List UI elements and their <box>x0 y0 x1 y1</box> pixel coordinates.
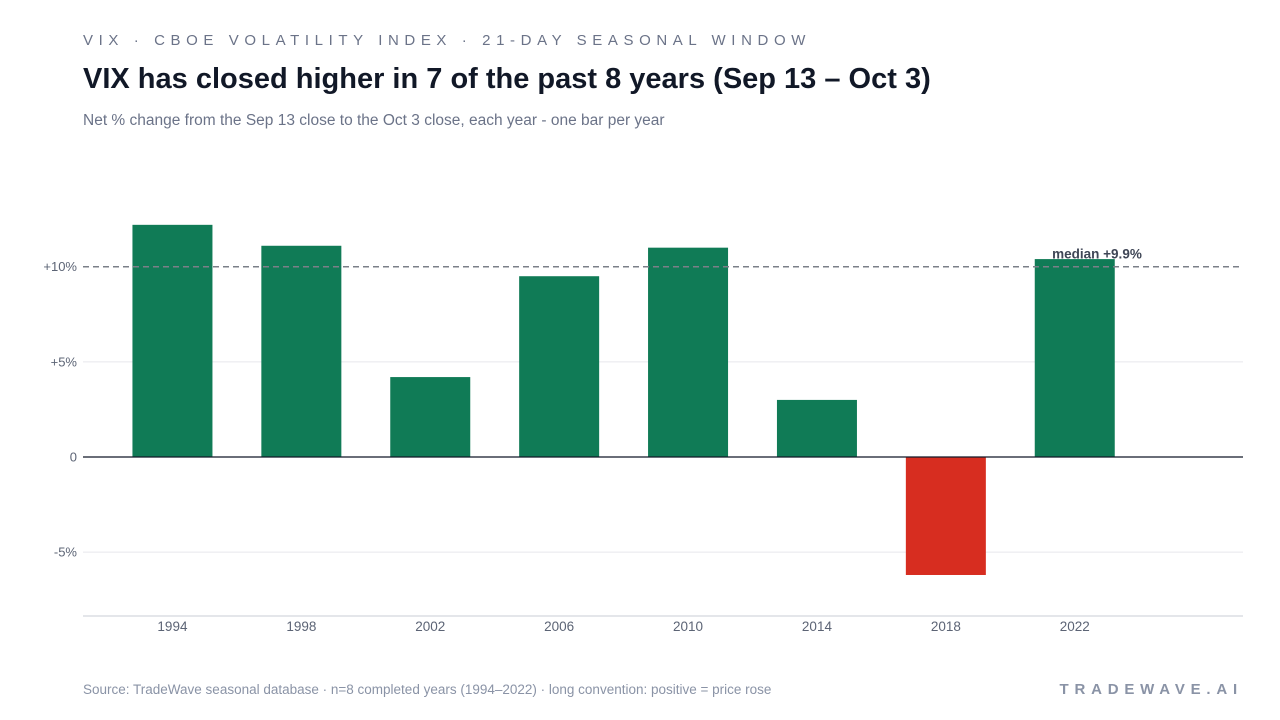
chart-title: VIX has closed higher in 7 of the past 8… <box>83 63 931 95</box>
y-tick-label: 0 <box>70 450 77 465</box>
bar <box>261 245 342 457</box>
median-label: median +9.9% <box>1052 247 1142 262</box>
x-tick-label: 1994 <box>157 619 188 634</box>
chart-subtitle: Net % change from the Sep 13 close to th… <box>83 112 665 129</box>
x-tick-label: 2006 <box>544 619 574 634</box>
y-tick-label: +10% <box>43 259 77 274</box>
bar <box>519 276 600 457</box>
bar <box>648 247 729 457</box>
x-tick-label: 2010 <box>673 619 703 634</box>
bar <box>390 377 471 457</box>
x-tick-label: 1998 <box>286 619 316 634</box>
y-tick-label: -5% <box>54 545 78 560</box>
bar <box>905 457 986 575</box>
bar <box>776 399 857 457</box>
bar <box>1034 259 1115 457</box>
y-tick-label: +5% <box>51 354 78 369</box>
x-tick-label: 2022 <box>1060 619 1090 634</box>
chart-kicker: VIX · CBOE VOLATILITY INDEX · 21-DAY SEA… <box>83 32 811 49</box>
x-tick-label: 2002 <box>415 619 445 634</box>
x-tick-label: 2018 <box>931 619 961 634</box>
brand-logo: TRADEWAVE.AI <box>1059 681 1243 698</box>
x-tick-label: 2014 <box>802 619 833 634</box>
bar <box>132 224 213 457</box>
source-note: Source: TradeWave seasonal database · n=… <box>83 682 772 697</box>
